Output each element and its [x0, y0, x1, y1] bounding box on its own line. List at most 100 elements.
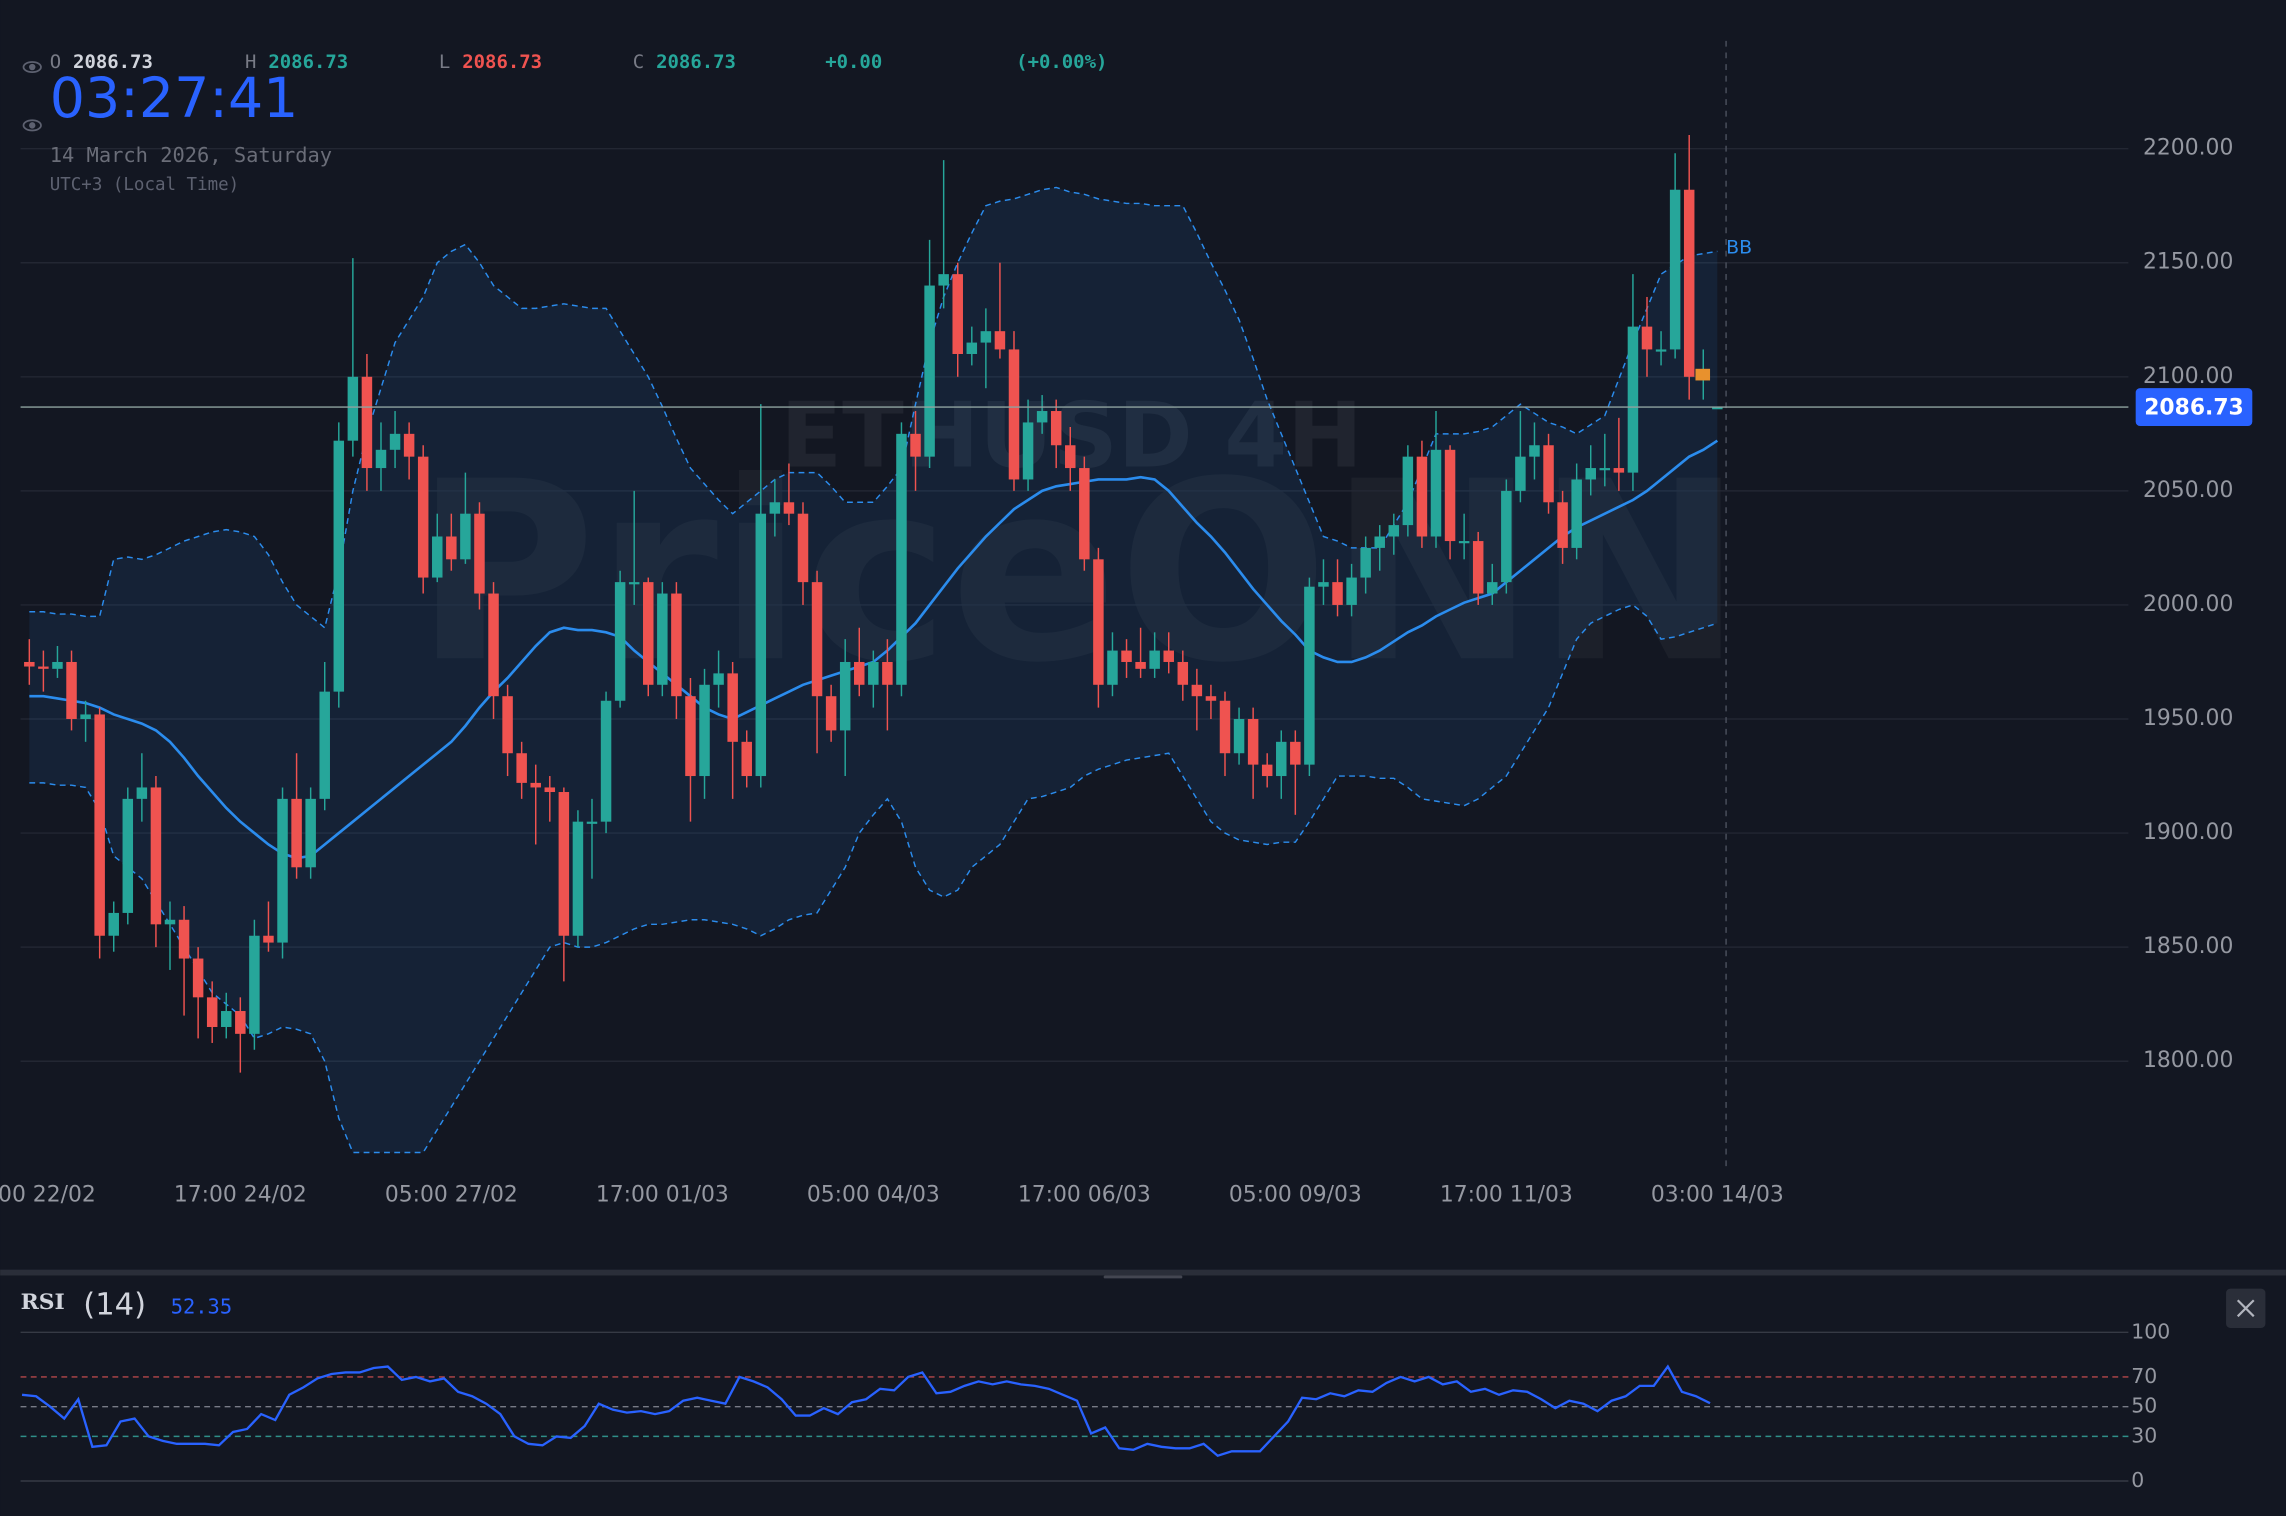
candle-body [713, 673, 724, 685]
x-tick-label: 05:00 22/02 [0, 1182, 96, 1207]
candle-body [825, 696, 837, 731]
y-tick-label: 1900.00 [2143, 820, 2233, 845]
candle-body [319, 691, 330, 799]
change-label: (+0.00%) [1016, 51, 1107, 73]
candle-body [178, 919, 190, 959]
candle-body [375, 449, 387, 469]
candle-body [1472, 541, 1484, 594]
candle-body [417, 456, 429, 578]
candle-body [361, 376, 373, 469]
candle-body [741, 741, 752, 777]
bb-lower [29, 604, 1718, 1154]
pane-separator[interactable] [0, 1269, 2286, 1276]
candle-body [164, 919, 176, 925]
candle-body [924, 285, 935, 457]
candle-body [1374, 536, 1385, 548]
candle-body [558, 792, 570, 936]
candle-body [1247, 719, 1259, 765]
rsi-tick-label: 100 [2131, 1319, 2170, 1343]
candle-body [1360, 547, 1371, 578]
candle-body [38, 666, 49, 669]
candle-body [572, 821, 584, 936]
x-tick-label: 17:00 01/03 [596, 1182, 729, 1207]
last-price-label: 2086.73 [2144, 396, 2244, 421]
separator-handle[interactable] [1103, 1275, 1183, 1279]
candle-body [1022, 422, 1034, 480]
candle-body [1388, 525, 1400, 537]
candle-body [1121, 650, 1132, 662]
candle-body [446, 536, 457, 560]
x-tick-label: 03:00 14/03 [1651, 1182, 1784, 1207]
candle-body [1008, 349, 1020, 480]
candle-body [882, 661, 893, 685]
candle-body [291, 798, 302, 868]
candle-body [1529, 445, 1540, 457]
candle-body [1641, 326, 1653, 350]
candle-body [24, 661, 35, 667]
candle-body [1557, 502, 1568, 548]
y-tick-label: 2000.00 [2143, 592, 2233, 617]
candle-body [1332, 582, 1343, 605]
candle-body [1304, 586, 1315, 765]
candle-body [52, 661, 63, 669]
y-tick-label: 2200.00 [2143, 136, 2233, 161]
rsi-tick-label: 30 [2131, 1423, 2157, 1447]
eye-icon[interactable] [22, 119, 42, 132]
rsi-tick-label: 50 [2131, 1394, 2157, 1418]
candle-body [1585, 468, 1596, 480]
candle-body [333, 440, 345, 692]
rsi-title: RSI [21, 1289, 65, 1315]
clock: 03:27:41 [50, 67, 299, 131]
candle-body [1290, 741, 1301, 765]
candle-body [221, 1011, 232, 1027]
ohlc-value: 2086.73 [73, 51, 153, 73]
y-tick-label: 1850.00 [2143, 934, 2233, 959]
x-tick-label: 17:00 06/03 [1018, 1182, 1151, 1207]
candle-body [1163, 650, 1174, 662]
ohlc-label: O [50, 51, 61, 73]
candle-body [277, 798, 288, 943]
candle-body [1346, 577, 1357, 605]
candle-body [66, 661, 77, 720]
candle-body [854, 661, 865, 685]
candle-body [1036, 411, 1048, 423]
marker [1695, 368, 1711, 381]
candle-body [1093, 559, 1104, 685]
candle-body [586, 821, 598, 824]
candle-body [1107, 650, 1118, 685]
candle-body [1233, 719, 1245, 754]
candle-body [1276, 741, 1287, 777]
candle-body [474, 513, 485, 594]
timezone: UTC+3 (Local Time) [50, 175, 239, 195]
candle-body [980, 331, 992, 343]
candle-body [910, 433, 921, 457]
candle-body [628, 582, 640, 585]
ohlc-label: C [633, 51, 644, 73]
candle-body [938, 274, 949, 286]
candle-body [1318, 582, 1329, 587]
candle-body [192, 958, 204, 998]
bb-label: BB [1726, 236, 1752, 258]
candle-body [755, 513, 767, 777]
ohlc-value: 2086.73 [268, 51, 348, 73]
candle-body [206, 997, 218, 1027]
rsi-period: (14) [83, 1288, 146, 1323]
eye-icon[interactable] [22, 61, 42, 74]
watermark: ETHUSD 4H [780, 384, 1362, 489]
candle-body [150, 787, 162, 925]
candle-body [614, 582, 626, 701]
candle-body [235, 1011, 246, 1034]
x-tick-label: 05:00 04/03 [807, 1182, 940, 1207]
candle-body [460, 513, 471, 560]
close-button[interactable] [2226, 1288, 2266, 1328]
candle-body [1458, 541, 1470, 544]
candle-body [347, 376, 359, 441]
candle-body [1402, 456, 1414, 526]
candle-body [600, 700, 612, 822]
candle-body [1050, 411, 1062, 446]
y-tick-label: 2150.00 [2143, 250, 2233, 275]
candle-body [1416, 456, 1428, 537]
x-tick-label: 17:00 24/02 [174, 1182, 307, 1207]
